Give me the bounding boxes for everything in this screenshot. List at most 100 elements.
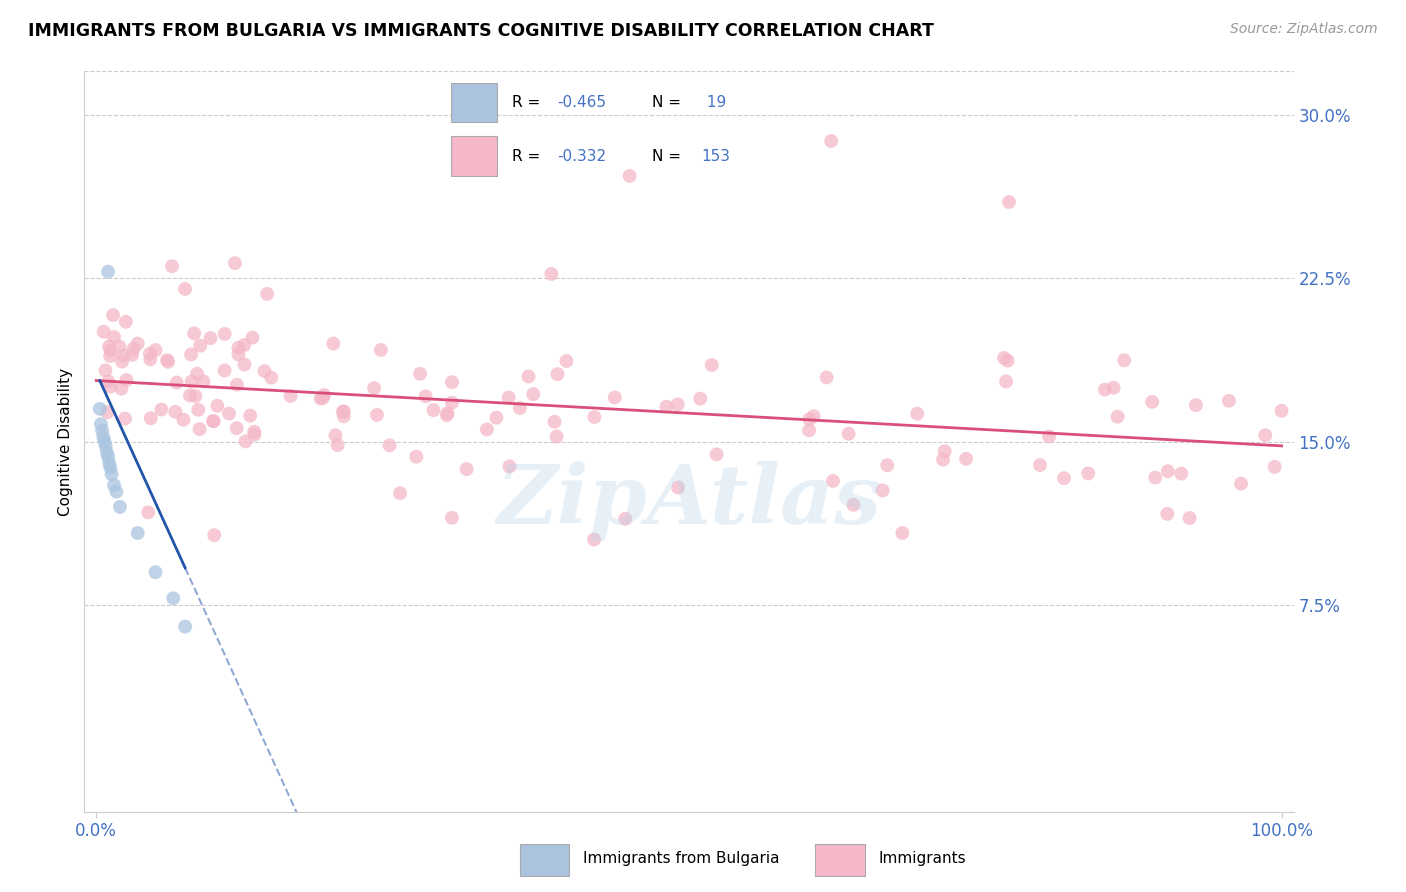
Point: [243, 427, 266, 442]
Point: [228, 341, 250, 355]
Point: [409, 367, 432, 381]
Point: [614, 512, 637, 526]
Point: [91, 424, 114, 438]
Point: [89, 401, 111, 416]
Point: [200, 331, 222, 345]
Bar: [451, 83, 496, 122]
Point: [1157, 464, 1180, 478]
Point: [666, 481, 689, 495]
Point: [333, 404, 356, 418]
Point: [91, 430, 114, 444]
Point: [1094, 383, 1116, 397]
Point: [166, 376, 188, 390]
Point: [955, 451, 977, 466]
Point: [228, 347, 250, 361]
Text: R =: R =: [512, 148, 546, 163]
Point: [1102, 381, 1125, 395]
Point: [485, 410, 508, 425]
Point: [98, 339, 121, 353]
Y-axis label: Cognitive Disability: Cognitive Disability: [58, 368, 73, 516]
Point: [1178, 511, 1201, 525]
Point: [797, 423, 820, 437]
Point: [1218, 393, 1240, 408]
Point: [498, 459, 520, 474]
Point: [546, 429, 568, 443]
Point: [100, 343, 122, 358]
Point: [842, 498, 865, 512]
Point: [101, 308, 124, 322]
Point: [187, 402, 209, 417]
Point: [233, 358, 256, 372]
Point: [689, 392, 711, 406]
Point: [180, 347, 202, 361]
Point: [218, 407, 240, 421]
Point: [100, 379, 122, 393]
Point: [225, 421, 247, 435]
Point: [1114, 353, 1136, 368]
Point: [97, 450, 120, 464]
Point: [179, 388, 201, 402]
Point: [799, 412, 821, 426]
Point: [543, 415, 565, 429]
Point: [405, 450, 427, 464]
Point: [160, 259, 183, 273]
Point: [96, 445, 118, 459]
Point: [1230, 476, 1253, 491]
Point: [256, 286, 278, 301]
Point: [440, 395, 463, 409]
Point: [522, 387, 544, 401]
Point: [370, 343, 392, 357]
Point: [112, 349, 135, 363]
Point: [172, 413, 194, 427]
Text: -0.332: -0.332: [557, 148, 606, 163]
Point: [666, 397, 689, 411]
Point: [540, 267, 562, 281]
Point: [235, 434, 257, 449]
Point: [100, 460, 122, 475]
Point: [97, 375, 120, 389]
Point: [1170, 467, 1192, 481]
Bar: [815, 844, 865, 876]
Point: [456, 462, 478, 476]
Point: [100, 467, 122, 482]
Text: ZipAtlas: ZipAtlas: [496, 461, 882, 541]
Point: [139, 347, 162, 361]
Point: [202, 528, 225, 542]
Point: [325, 428, 347, 442]
Point: [312, 388, 335, 402]
Point: [583, 410, 606, 425]
Text: Immigrants: Immigrants: [879, 851, 966, 866]
Point: [193, 374, 215, 388]
Point: [1107, 409, 1129, 424]
Point: [214, 326, 236, 341]
Point: [440, 375, 463, 389]
Text: Source: ZipAtlas.com: Source: ZipAtlas.com: [1230, 22, 1378, 37]
Point: [998, 194, 1021, 209]
Point: [145, 565, 167, 579]
Point: [180, 375, 202, 389]
Point: [94, 363, 117, 377]
Point: [202, 414, 225, 428]
Point: [90, 417, 112, 431]
Point: [891, 526, 914, 541]
Point: [93, 325, 115, 339]
Point: [188, 339, 211, 353]
Point: [110, 382, 132, 396]
Point: [139, 411, 162, 425]
Point: [184, 389, 207, 403]
Point: [224, 256, 246, 270]
Point: [1270, 403, 1292, 417]
Point: [1144, 470, 1167, 484]
Point: [188, 422, 211, 436]
Point: [114, 411, 136, 425]
Point: [108, 340, 131, 354]
Point: [202, 414, 225, 428]
Point: [243, 425, 266, 439]
Point: [309, 392, 332, 406]
Point: [165, 405, 187, 419]
Point: [1053, 471, 1076, 485]
Point: [815, 370, 838, 384]
Text: 19: 19: [702, 95, 725, 111]
Point: [993, 351, 1015, 365]
Text: N =: N =: [652, 148, 686, 163]
